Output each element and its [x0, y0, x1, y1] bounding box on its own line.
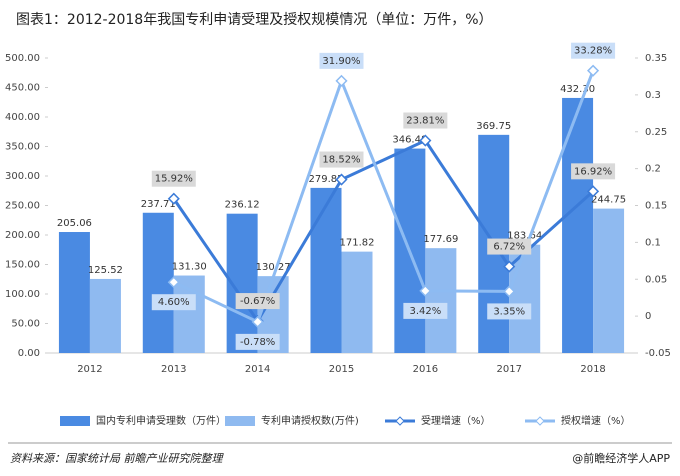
legend-marker — [395, 416, 405, 426]
label-box — [487, 303, 532, 320]
y-tick-label: 500.00 — [5, 53, 40, 64]
bar-label: 177.69 — [423, 234, 458, 245]
marker — [335, 173, 348, 186]
line-label: 16.92% — [574, 166, 612, 177]
x-tick-label: 2014 — [245, 364, 270, 375]
brand: @前瞻经济学人APP — [572, 451, 670, 465]
line — [173, 70, 595, 324]
y-tick-label: 450.00 — [5, 83, 40, 94]
label-box — [487, 238, 532, 255]
y2-tick-label: 0.1 — [645, 237, 661, 248]
label-box — [319, 52, 364, 69]
line-label: 6.72% — [493, 242, 525, 253]
bar-label: 432.30 — [560, 84, 595, 95]
bar-label: 205.06 — [57, 218, 92, 229]
label-box — [151, 170, 196, 187]
label-box — [571, 163, 616, 180]
y-tick-label: 200.00 — [5, 230, 40, 241]
x-tick-label: 2013 — [161, 364, 186, 375]
label-box — [403, 112, 448, 129]
legend-swatch — [225, 416, 255, 426]
legend-marker — [535, 416, 545, 426]
line-label: -0.67% — [240, 296, 275, 307]
line-label: 31.90% — [322, 56, 360, 67]
legend-label: 受理增速（%） — [421, 414, 491, 427]
bar — [593, 208, 625, 353]
label-box — [319, 151, 364, 168]
line-label: -0.78% — [240, 337, 275, 348]
bar-label: 131.30 — [172, 262, 207, 273]
bar — [58, 232, 90, 353]
y2-tick-label: 0.3 — [645, 90, 661, 101]
marker — [167, 276, 180, 289]
line-label: 15.92% — [155, 174, 193, 185]
marker — [503, 285, 516, 298]
source: 资料来源：国家统计局 前瞻产业研究院整理 — [10, 452, 224, 465]
marker — [167, 192, 180, 205]
x-tick-label: 2016 — [413, 364, 438, 375]
line-label: 23.81% — [406, 116, 444, 127]
bar-label: 171.82 — [340, 238, 375, 249]
label-box — [403, 302, 448, 319]
bar-label: 279.85 — [309, 174, 344, 185]
bar-label: 130.27 — [256, 262, 291, 273]
y-tick-label: 50.00 — [11, 319, 40, 330]
y-tick-label: 0.00 — [18, 348, 40, 359]
legend-label: 国内专利申请受理数（万件） — [96, 414, 226, 427]
y-tick-label: 300.00 — [5, 171, 40, 182]
x-tick-label: 2015 — [329, 364, 354, 375]
label-box — [571, 42, 616, 59]
y2-tick-label: 0.05 — [645, 274, 667, 285]
y2-tick-label: -0.05 — [645, 348, 671, 359]
label-box — [235, 333, 280, 350]
bar — [341, 251, 373, 353]
bar-label: 244.75 — [591, 195, 626, 206]
legend-label: 专利申请授权数(万件) — [261, 414, 359, 427]
legend-swatch — [60, 416, 90, 426]
label-box — [151, 294, 196, 311]
x-tick-label: 2018 — [580, 364, 605, 375]
chart-title: 图表1：2012-2018年我国专利申请受理及授权规模情况（单位：万件，%） — [16, 12, 493, 28]
bar-label: 237.71 — [141, 199, 176, 210]
bar-label: 236.12 — [225, 200, 260, 211]
bar-label: 346.48 — [392, 135, 427, 146]
marker — [587, 185, 600, 198]
marker — [419, 284, 432, 297]
marker — [587, 64, 600, 77]
line-label: 3.35% — [493, 306, 525, 317]
bar — [425, 248, 457, 353]
x-tick-label: 2017 — [496, 364, 521, 375]
legend-label: 授权增速（%） — [561, 414, 631, 427]
line-label: 4.60% — [158, 297, 190, 308]
bar-label: 183.64 — [507, 231, 542, 242]
bar-label: 369.75 — [476, 121, 511, 132]
bar — [310, 187, 342, 353]
y2-tick-label: 0.2 — [645, 164, 661, 175]
y-tick-label: 150.00 — [5, 260, 40, 271]
y-tick-label: 250.00 — [5, 201, 40, 212]
marker — [503, 260, 516, 273]
y-tick-label: 350.00 — [5, 142, 40, 153]
y2-tick-label: 0 — [645, 311, 651, 322]
marker — [419, 134, 432, 147]
y2-tick-label: 0.15 — [645, 201, 667, 212]
line-label: 18.52% — [322, 155, 360, 166]
bar — [173, 275, 205, 353]
y2-tick-label: 0.25 — [645, 127, 667, 138]
line-label: 3.42% — [409, 306, 441, 317]
y2-tick-label: 0.35 — [645, 53, 667, 64]
x-tick-label: 2012 — [77, 364, 102, 375]
label-box — [235, 293, 280, 310]
line-label: 33.28% — [574, 46, 612, 57]
bar-label: 125.52 — [88, 265, 123, 276]
y-tick-label: 400.00 — [5, 112, 40, 123]
y-tick-label: 100.00 — [5, 289, 40, 300]
bar — [89, 278, 121, 353]
marker — [335, 74, 348, 87]
marker — [251, 315, 264, 328]
